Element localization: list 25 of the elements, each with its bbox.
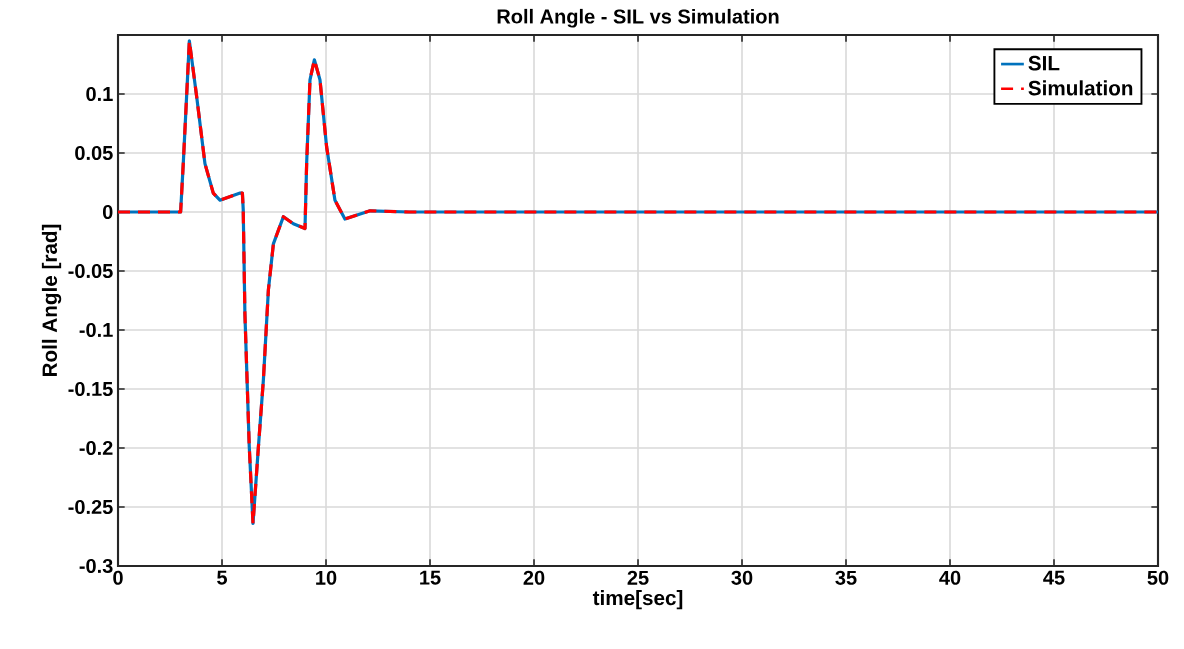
legend-label: Simulation — [1028, 80, 1133, 96]
x-tick-label: 10 — [316, 570, 337, 585]
x-tick-label: 40 — [939, 570, 961, 585]
x-tick-label: 50 — [1147, 570, 1169, 585]
y-tick-label: -0.1 — [79, 322, 113, 338]
y-axis-title: Roll Angle [rad] — [41, 224, 62, 377]
y-tick-label: 0.05 — [75, 145, 113, 161]
legend-label: SIL — [1028, 55, 1060, 71]
y-tick-label: 0 — [102, 204, 113, 220]
y-tick-label: -0.25 — [68, 499, 113, 515]
x-tick-label: 35 — [835, 570, 857, 585]
y-tick-label: 0.1 — [86, 86, 113, 102]
y-tick-label: -0.15 — [68, 381, 113, 397]
x-tick-label: 0 — [113, 570, 123, 585]
x-tick-label: 5 — [217, 570, 228, 585]
y-tick-label: -0.2 — [79, 440, 113, 456]
x-tick-label: 30 — [731, 570, 753, 585]
y-tick-label: -0.3 — [79, 558, 113, 574]
x-axis-title: time[sec] — [592, 590, 683, 610]
y-tick-label: -0.05 — [68, 263, 113, 279]
x-tick-label: 20 — [523, 570, 545, 585]
x-tick-label: 25 — [627, 570, 649, 585]
x-tick-label: 15 — [420, 570, 441, 585]
x-tick-label: 45 — [1043, 570, 1065, 585]
chart-title: Roll Angle - SIL vs Simulation — [497, 8, 779, 28]
